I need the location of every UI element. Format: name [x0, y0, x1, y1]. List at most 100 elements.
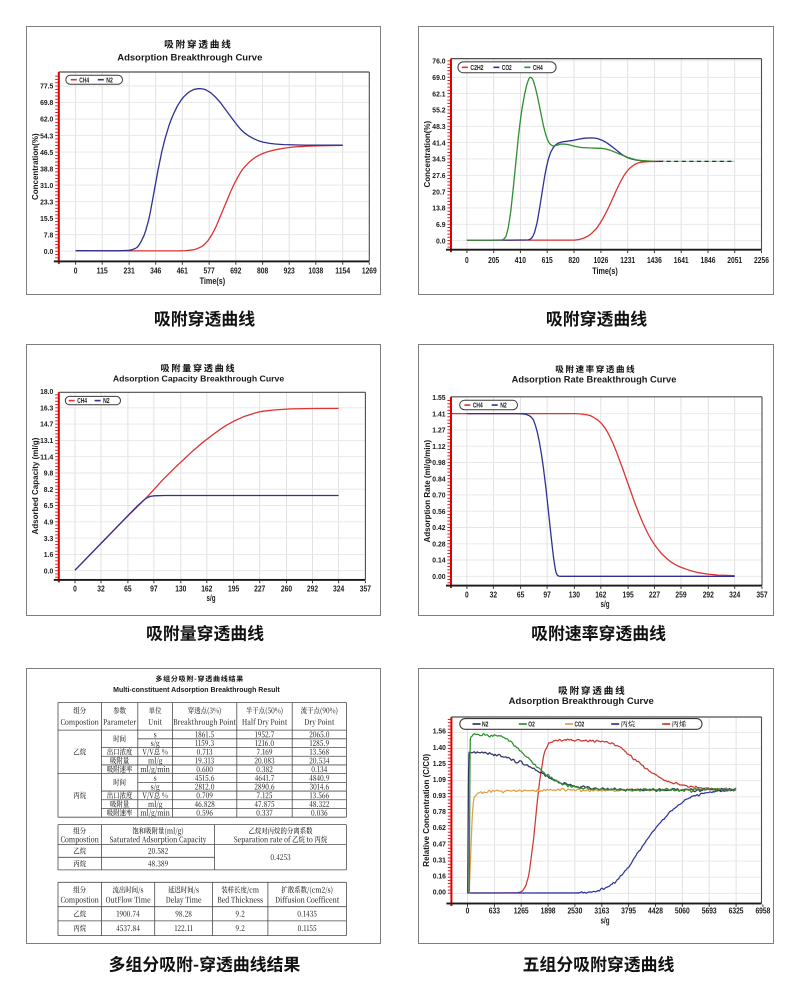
- svg-text:62.0: 62.0: [40, 115, 53, 124]
- svg-text:1641: 1641: [674, 255, 689, 265]
- svg-text:Time(s): Time(s): [200, 276, 226, 287]
- svg-text:7.8: 7.8: [44, 230, 54, 239]
- svg-text:16.3: 16.3: [40, 403, 53, 412]
- svg-text:4.9: 4.9: [44, 518, 54, 527]
- svg-text:97: 97: [543, 589, 551, 599]
- svg-text:0.0: 0.0: [44, 566, 54, 575]
- svg-text:1436: 1436: [647, 255, 662, 265]
- svg-text:195: 195: [623, 589, 634, 599]
- svg-text:4428: 4428: [648, 905, 663, 915]
- svg-text:231: 231: [124, 265, 135, 275]
- svg-text:CH4: CH4: [77, 398, 87, 405]
- svg-text:130: 130: [569, 589, 580, 599]
- svg-text:97: 97: [150, 583, 158, 593]
- svg-text:0.84: 0.84: [432, 474, 446, 483]
- svg-text:259: 259: [675, 589, 686, 599]
- svg-text:1038: 1038: [308, 265, 323, 275]
- svg-text:1.56: 1.56: [433, 727, 446, 736]
- svg-text:54.3: 54.3: [40, 131, 53, 140]
- svg-text:0.47: 0.47: [433, 839, 446, 848]
- svg-text:195: 195: [228, 583, 239, 593]
- svg-text:9.8: 9.8: [44, 469, 54, 478]
- svg-text:69.0: 69.0: [432, 73, 445, 82]
- svg-text:N2: N2: [103, 398, 110, 405]
- svg-text:15.5: 15.5: [40, 214, 53, 223]
- svg-text:Adsorption Breakthrough Curve: Adsorption Breakthrough Curve: [117, 53, 262, 64]
- svg-text:2256: 2256: [754, 255, 769, 265]
- svg-text:205: 205: [488, 255, 499, 265]
- svg-text:1.27: 1.27: [432, 426, 445, 435]
- svg-text:CO2: CO2: [502, 65, 512, 72]
- svg-text:0.62: 0.62: [433, 823, 446, 832]
- svg-text:923: 923: [284, 265, 295, 275]
- svg-text:0.0: 0.0: [44, 247, 54, 256]
- svg-text:Multi-constituent Adsorption B: Multi-constituent Adsorption Breakthroug…: [113, 687, 280, 694]
- svg-text:34.5: 34.5: [432, 155, 445, 164]
- svg-text:692: 692: [230, 265, 241, 275]
- svg-text:0.0: 0.0: [436, 236, 446, 245]
- svg-text:633: 633: [489, 905, 500, 915]
- svg-text:3163: 3163: [594, 905, 609, 915]
- svg-text:0: 0: [74, 265, 78, 275]
- svg-text:0: 0: [73, 583, 77, 593]
- svg-text:Adsorbed Capacity (ml/g): Adsorbed Capacity (ml/g): [31, 437, 40, 534]
- svg-text:1.09: 1.09: [433, 775, 446, 784]
- svg-text:6958: 6958: [755, 905, 770, 915]
- svg-text:Adsorption Breakthrough Curve: Adsorption Breakthrough Curve: [509, 696, 654, 707]
- svg-text:48.3: 48.3: [432, 122, 445, 131]
- svg-text:1026: 1026: [593, 255, 608, 265]
- svg-text:410: 410: [515, 255, 526, 265]
- svg-text:Time(s): Time(s): [592, 266, 618, 277]
- svg-text:0.93: 0.93: [433, 791, 446, 800]
- svg-text:76.0: 76.0: [432, 56, 445, 65]
- svg-text:0: 0: [466, 905, 470, 915]
- svg-text:Relative Concentration (C/C0): Relative Concentration (C/C0): [422, 753, 431, 866]
- svg-text:27.6: 27.6: [432, 171, 445, 180]
- svg-text:346: 346: [150, 265, 161, 275]
- svg-text:46.5: 46.5: [40, 148, 53, 157]
- svg-text:65: 65: [124, 583, 132, 593]
- svg-text:324: 324: [333, 583, 344, 593]
- svg-text:227: 227: [254, 583, 265, 593]
- svg-text:Adsorption Rate (ml/g/min): Adsorption Rate (ml/g/min): [423, 440, 432, 543]
- svg-text:32: 32: [490, 589, 498, 599]
- svg-text:0: 0: [465, 255, 469, 265]
- svg-text:8.2: 8.2: [44, 485, 54, 494]
- svg-text:115: 115: [97, 265, 108, 275]
- svg-text:461: 461: [177, 265, 188, 275]
- svg-text:5060: 5060: [675, 905, 690, 915]
- svg-text:Concentration(%): Concentration(%): [423, 120, 432, 187]
- svg-text:s/g: s/g: [601, 915, 610, 926]
- svg-text:0: 0: [465, 589, 469, 599]
- svg-text:0.78: 0.78: [433, 807, 446, 816]
- svg-text:357: 357: [360, 583, 371, 593]
- svg-text:130: 130: [175, 583, 186, 593]
- svg-text:69.8: 69.8: [40, 98, 53, 107]
- svg-text:5693: 5693: [702, 905, 717, 915]
- svg-text:41.4: 41.4: [432, 138, 446, 147]
- svg-text:s/g: s/g: [207, 593, 216, 604]
- svg-text:0.31: 0.31: [433, 855, 446, 864]
- svg-text:260: 260: [281, 583, 292, 593]
- svg-text:292: 292: [307, 583, 318, 593]
- svg-text:32: 32: [97, 583, 105, 593]
- svg-text:292: 292: [703, 589, 714, 599]
- svg-text:C2H2: C2H2: [470, 65, 483, 72]
- svg-text:0.70: 0.70: [432, 491, 445, 500]
- svg-text:14.7: 14.7: [40, 420, 53, 429]
- svg-text:N2: N2: [106, 77, 113, 84]
- svg-text:CH4: CH4: [533, 65, 543, 72]
- svg-text:6.5: 6.5: [44, 501, 54, 510]
- svg-text:55.2: 55.2: [432, 106, 445, 115]
- svg-text:N2: N2: [482, 722, 489, 729]
- svg-text:1231: 1231: [620, 255, 635, 265]
- svg-text:0.00: 0.00: [433, 888, 446, 897]
- svg-text:23.3: 23.3: [40, 197, 53, 206]
- svg-text:13.1: 13.1: [40, 436, 53, 445]
- svg-text:77.5: 77.5: [40, 82, 53, 91]
- svg-text:N2: N2: [500, 403, 507, 410]
- svg-text:162: 162: [201, 583, 212, 593]
- svg-text:3795: 3795: [621, 905, 636, 915]
- svg-text:1898: 1898: [541, 905, 556, 915]
- svg-text:0.16: 0.16: [433, 872, 446, 881]
